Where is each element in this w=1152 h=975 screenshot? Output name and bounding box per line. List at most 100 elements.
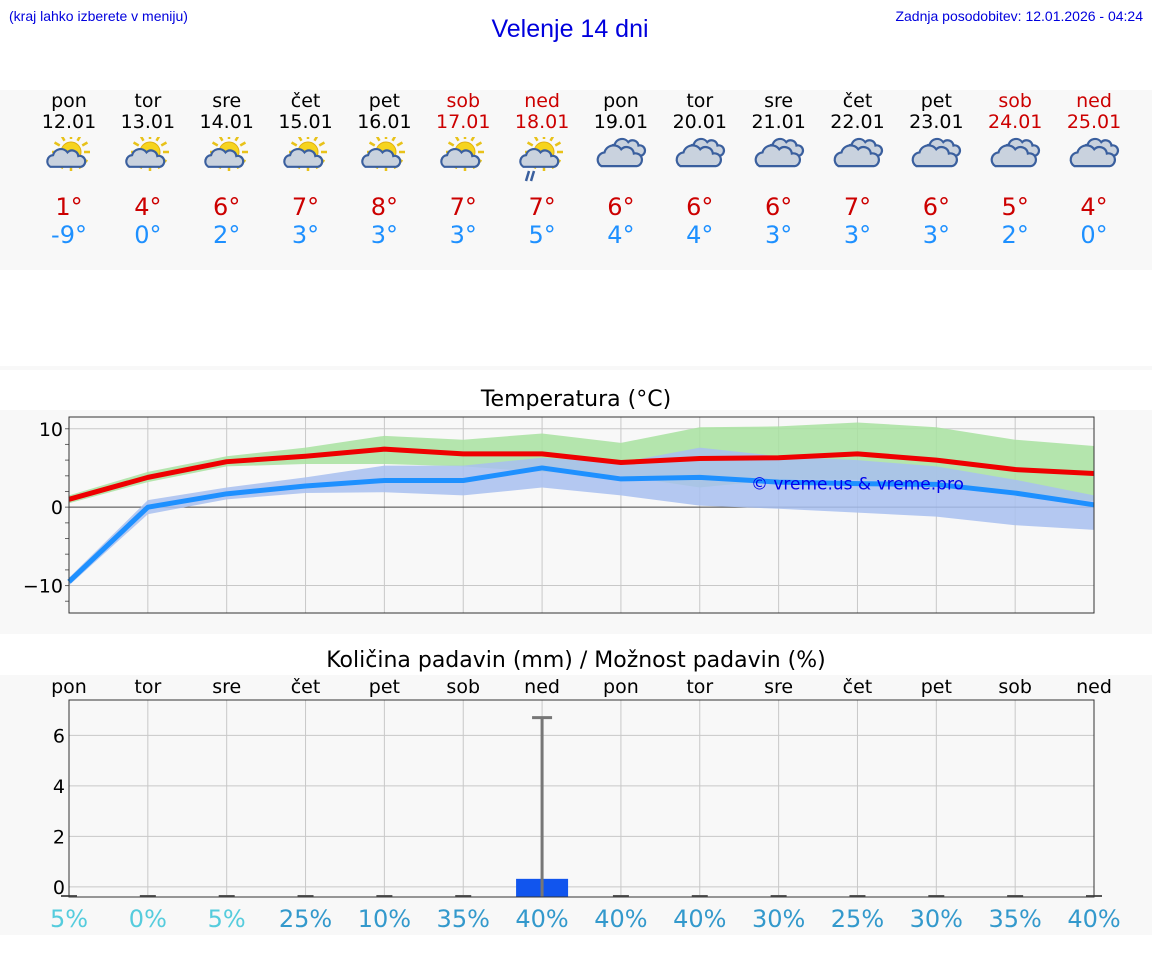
precip-chance-label: 25% — [279, 905, 332, 933]
min-temp: 4° — [686, 221, 714, 249]
forecast-day: tor 13.01 4° 0° — [108, 90, 188, 249]
x-category-label: pet — [921, 676, 952, 698]
x-category-label: ned — [1076, 676, 1112, 698]
day-name: tor — [134, 90, 162, 112]
temp-chart-title: Temperatura (°C) — [480, 387, 672, 412]
sun-cloud-icon — [125, 137, 169, 171]
sun-cloud-icon — [46, 137, 90, 171]
max-temp: 6° — [213, 193, 241, 221]
cloud-icon — [990, 137, 1041, 168]
cloud-icon — [754, 137, 804, 168]
y-tick-label: −10 — [23, 576, 63, 598]
precip-chance-label: 40% — [515, 905, 568, 933]
min-temp: -9° — [51, 221, 87, 249]
day-date: 25.01 — [1066, 111, 1122, 133]
forecast-day: tor 20.01 6° 4° — [660, 90, 740, 249]
temp-chart-panel: −10 0 10 © vreme.us & vreme.pro — [0, 410, 1152, 634]
location-hint: (kraj lahko izberete v meniju) — [9, 8, 188, 24]
x-category-label: pon — [603, 676, 639, 698]
sun-cloud-icon — [203, 137, 248, 171]
min-temp: 2° — [213, 221, 241, 249]
max-temp: 1° — [55, 193, 83, 221]
day-date: 13.01 — [120, 111, 176, 133]
precip-chance-label: 30% — [910, 905, 963, 933]
day-date: 15.01 — [278, 111, 333, 133]
day-date: 21.01 — [751, 111, 806, 133]
min-temp: 3° — [449, 221, 477, 249]
x-category-label: čet — [843, 676, 873, 698]
x-category-label: sob — [446, 676, 480, 698]
max-temp: 6° — [686, 193, 714, 221]
cloud-icon — [675, 137, 725, 168]
precip-chance-label: 40% — [673, 905, 726, 933]
max-temp: 7° — [528, 193, 556, 221]
day-date: 20.01 — [672, 111, 727, 133]
y-tick-label: 4 — [53, 776, 65, 798]
page-title: Velenje 14 dni — [491, 15, 649, 43]
forecast-day: čet 22.01 7° 3° — [818, 90, 898, 249]
plot-frame — [68, 416, 1095, 614]
max-temp: 8° — [370, 193, 399, 221]
day-name: pet — [368, 90, 400, 112]
precip-chart-title: Količina padavin (mm) / Možnost padavin … — [326, 648, 826, 673]
x-category-label: pet — [369, 676, 400, 698]
watermark: © vreme.us & vreme.pro — [751, 475, 964, 495]
day-date: 23.01 — [909, 111, 964, 133]
y-tick-label: 0 — [53, 877, 65, 899]
min-temp: 3° — [370, 221, 399, 249]
sun-cloud-rain-icon — [519, 137, 564, 182]
forecast-day: sob 17.01 7° 3° — [423, 90, 503, 249]
day-date: 17.01 — [436, 111, 491, 133]
day-date: 16.01 — [357, 111, 412, 133]
precip-chance-label: 5% — [50, 905, 88, 933]
min-temp: 5° — [528, 221, 556, 249]
precipitation-chart: 0 2 4 6 pon 5% tor 0% sre 5% čet 25% pet 10% sob 35% ned… — [50, 676, 1121, 933]
forecast-day: ned 18.01 7° 5° — [502, 90, 582, 249]
day-date: 19.01 — [593, 111, 649, 133]
forecast-day: pon 12.01 1° -9° — [29, 90, 109, 249]
min-temp: 3° — [291, 221, 320, 249]
last-updated: Zadnja posodobitev: 12.01.2026 - 04:24 — [895, 8, 1143, 24]
day-name: ned — [524, 90, 560, 112]
forecast-day: sre 21.01 6° 3° — [739, 90, 819, 249]
forecast-panel: pon 12.01 1° -9° tor 13.01 4° 0° sre 14.01 6° 2° čet… — [0, 90, 1152, 270]
y-tick-label: 0 — [51, 497, 63, 519]
x-category-label: pon — [51, 676, 87, 698]
forecast-day: pon 19.01 6° 4° — [581, 90, 661, 249]
precip-chance-label: 35% — [988, 905, 1041, 933]
min-temp: 2° — [1001, 221, 1029, 249]
precip-chance-label: 5% — [208, 905, 246, 933]
cloud-icon — [833, 137, 883, 168]
x-category-label: tor — [686, 676, 713, 698]
max-temp: 6° — [922, 193, 950, 221]
day-name: tor — [686, 90, 714, 112]
precip-chance-label: 0% — [129, 905, 167, 933]
cloud-icon — [1069, 137, 1120, 168]
forecast-day: ned 25.01 4° 0° — [1054, 90, 1134, 249]
max-temp: 5° — [1001, 193, 1029, 221]
precip-chance-label: 25% — [831, 905, 884, 933]
day-name: pet — [920, 90, 952, 112]
day-date: 18.01 — [514, 111, 570, 133]
day-name: čet — [290, 90, 321, 112]
sun-cloud-icon — [282, 137, 327, 171]
min-temp: 3° — [765, 221, 793, 249]
y-tick-label: 10 — [39, 419, 63, 441]
day-date: 24.01 — [987, 111, 1043, 133]
forecast-day: čet 15.01 7° 3° — [266, 90, 346, 249]
min-temp: 4° — [607, 221, 635, 249]
precip-chance-label: 30% — [752, 905, 805, 933]
min-temp: 0° — [1080, 221, 1108, 249]
precip-chance-label: 40% — [594, 905, 647, 933]
sun-cloud-icon — [361, 137, 406, 171]
max-temp: 7° — [843, 193, 872, 221]
x-category-label: čet — [291, 676, 321, 698]
plot-frame — [68, 699, 1095, 898]
x-category-label: ned — [524, 676, 560, 698]
max-temp: 7° — [291, 193, 320, 221]
divider — [0, 366, 1152, 370]
min-temp-line — [67, 465, 1095, 584]
day-name: sob — [446, 90, 481, 112]
max-temp: 6° — [607, 193, 635, 221]
x-category-label: sre — [764, 676, 793, 698]
